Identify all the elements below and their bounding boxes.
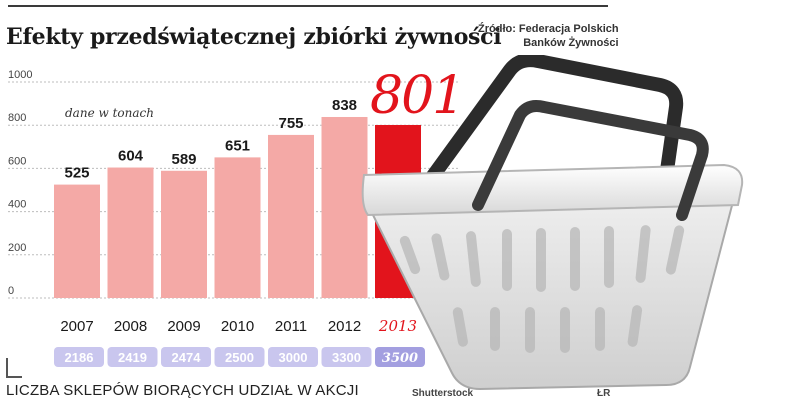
x-tick-label: 2007 [60, 318, 93, 335]
data-label: 589 [171, 151, 196, 168]
y-tick-label: 800 [8, 112, 26, 124]
author-credit: ŁR [597, 388, 611, 399]
source-note: Źródło: Federacja Polskich Banków Żywnoś… [478, 22, 619, 50]
store-count-value: 2186 [65, 350, 94, 365]
shopping-basket-icon [361, 55, 744, 391]
unit-note: dane w tonach [65, 106, 154, 120]
photo-credit: Shutterstock [412, 388, 474, 399]
store-count-pill [268, 347, 318, 367]
store-count-value: 3300 [332, 350, 361, 365]
x-tick-label: 2009 [167, 318, 200, 335]
store-count-pill [375, 347, 425, 367]
x-tick-label: 2012 [328, 318, 361, 335]
store-count-value: 3500 [382, 351, 418, 366]
data-label: 755 [278, 115, 303, 132]
bar [268, 134, 314, 298]
bar [214, 157, 261, 298]
store-count-value: 3000 [279, 350, 308, 365]
data-label: 651 [225, 137, 250, 154]
x-tick-label: 2010 [221, 318, 254, 335]
store-count-value: 2474 [172, 350, 202, 365]
store-count-value: 2500 [225, 350, 254, 365]
x-tick-label: 2008 [114, 318, 147, 335]
y-tick-label: 1000 [8, 69, 32, 81]
source-line-1: Źródło: Federacja Polskich [478, 23, 619, 35]
highlight-value: 801 [370, 66, 465, 126]
bar [161, 170, 207, 298]
top-rule [8, 5, 608, 7]
data-label: 604 [118, 148, 144, 165]
data-label: 838 [332, 97, 357, 114]
y-tick-label: 400 [8, 199, 26, 211]
x-tick-label: 2013 [378, 317, 417, 335]
x-tick-label: 2011 [275, 318, 307, 335]
bar [54, 184, 100, 298]
store-count-value: 2419 [118, 350, 147, 365]
y-tick-label: 600 [8, 155, 26, 167]
bar [321, 116, 368, 298]
stores-label: LICZBA SKLEPÓW BIORĄCYCH UDZIAŁ W AKCJI [6, 382, 359, 399]
y-tick-label: 200 [8, 242, 26, 254]
bar [107, 167, 154, 298]
store-count-pill [321, 347, 372, 367]
store-count-pill [107, 347, 158, 367]
stores-bracket [6, 358, 22, 378]
store-count-pill [161, 347, 211, 367]
store-count-pill [54, 347, 104, 367]
source-line-2: Banków Żywności [523, 37, 619, 49]
store-count-pill [214, 347, 265, 367]
data-label: 525 [64, 165, 89, 182]
y-tick-label: 0 [8, 285, 14, 297]
chart-title: Efekty przedświątecznej zbiórki żywności [6, 24, 502, 50]
